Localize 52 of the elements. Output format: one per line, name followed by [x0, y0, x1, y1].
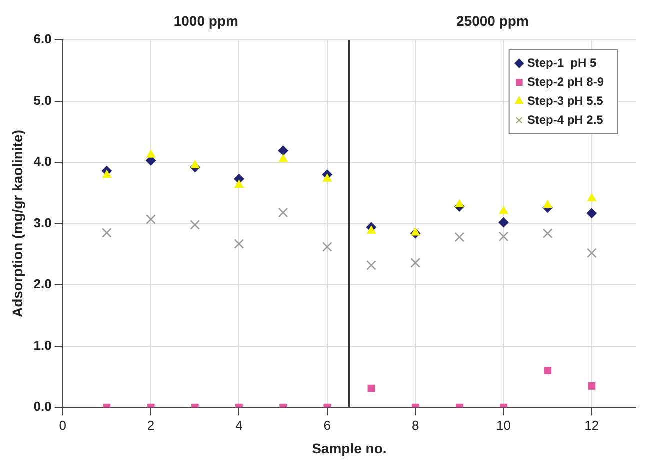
- point: [586, 208, 597, 218]
- legend-label: Step-1 pH 5: [527, 56, 597, 70]
- y-tick-label: 0.0: [34, 399, 52, 414]
- text: 1000 ppm: [174, 12, 238, 29]
- point: [146, 150, 156, 158]
- point: [102, 170, 112, 178]
- y-tick-label: 3.0: [34, 215, 52, 230]
- point: [543, 200, 552, 208]
- point: [544, 367, 552, 375]
- point: [587, 248, 597, 258]
- point: [454, 232, 465, 242]
- point: [368, 384, 376, 392]
- legend-label: Step-4 pH 2.5: [527, 112, 604, 127]
- y-tick-label: 5.0: [34, 92, 52, 108]
- point: [322, 174, 332, 182]
- point: [234, 180, 244, 188]
- x-tick-label: 10: [496, 418, 511, 433]
- point: [498, 232, 509, 242]
- point: [234, 239, 244, 249]
- point: [278, 146, 288, 156]
- point: [411, 228, 420, 236]
- x-axis-title: Sample no.: [312, 440, 387, 456]
- x-tick-label: 12: [584, 418, 600, 433]
- y-tick-label: 1.0: [34, 338, 52, 353]
- x-tick-label: 0: [59, 418, 66, 433]
- point: [542, 228, 553, 238]
- legend-label: Step-2 pH 8-9: [527, 74, 604, 89]
- point: [190, 220, 200, 230]
- point: [367, 226, 376, 234]
- point: [499, 206, 508, 214]
- point: [455, 200, 464, 208]
- point: [190, 160, 200, 168]
- text: 25000 ppm: [456, 12, 529, 29]
- point: [278, 154, 288, 162]
- point: [322, 242, 332, 252]
- point: [588, 194, 596, 202]
- x-tick-label: 8: [412, 418, 420, 433]
- point: [278, 208, 288, 218]
- x-tick-label: 6: [324, 418, 332, 433]
- point: [588, 382, 596, 390]
- point: [366, 260, 376, 270]
- y-tick-label: 4.0: [34, 154, 52, 170]
- legend-label: Step-3 pH 5.5: [527, 94, 604, 108]
- point: [146, 214, 156, 224]
- y-tick-label: 6.0: [34, 32, 52, 47]
- y-axis-title: Adsorption (mg/gr kaolinite): [9, 130, 26, 318]
- point: [498, 218, 509, 228]
- point: [410, 258, 420, 268]
- point: [102, 228, 112, 238]
- x-tick-label: 4: [236, 418, 243, 433]
- x-tick-label: 2: [147, 418, 155, 433]
- y-tick-label: 2.0: [34, 276, 52, 292]
